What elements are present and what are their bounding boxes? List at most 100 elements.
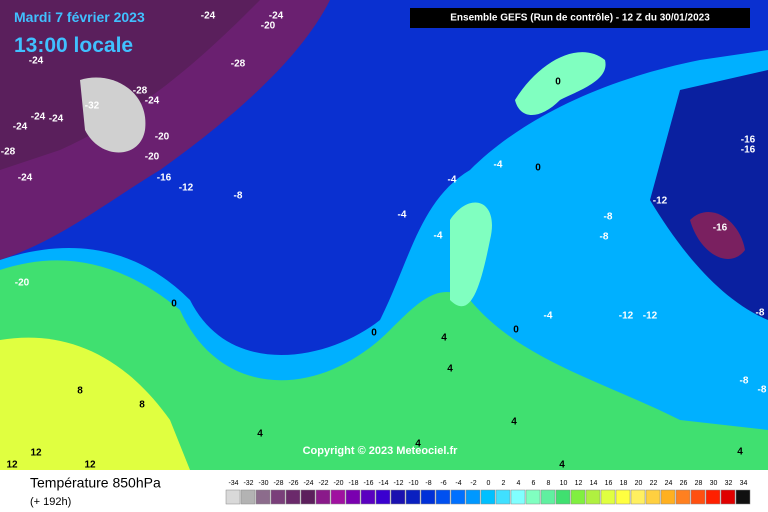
contour-label: -24 (145, 96, 160, 107)
contour-label: -28 (133, 86, 148, 97)
warm-core (0, 337, 190, 470)
legend-label: -20 (333, 480, 343, 487)
cold-region (650, 70, 768, 320)
contour-labels: -24 -24-20-28-24-28-24-32-24 -24-24-20-28-… (1, 11, 767, 471)
contour-label: -20 (15, 278, 30, 289)
legend-swatch (225, 489, 241, 505)
legend-label: -14 (378, 480, 388, 487)
contour-label: -32 (85, 101, 100, 112)
copyright: Copyright © 2023 Meteociel.fr (303, 445, 459, 457)
legend-swatch (345, 489, 361, 505)
legend-label: -32 (243, 480, 253, 487)
mild-core (450, 52, 606, 307)
cold-region (0, 0, 260, 170)
footer-title: Température 850hPa (30, 475, 161, 491)
legend-swatch (555, 489, 571, 505)
legend-swatch (720, 489, 736, 505)
legend-label: -8 (425, 480, 431, 487)
contour-label: 4 (447, 364, 453, 375)
contour-label: -24 (29, 56, 44, 67)
legend-swatch (660, 489, 676, 505)
legend-label: 16 (605, 480, 613, 487)
time: 13:00 locale (14, 34, 133, 57)
legend-label: -10 (408, 480, 418, 487)
legend-swatch (435, 489, 451, 505)
contour-label: -24 (201, 11, 216, 22)
legend-label: -16 (363, 480, 373, 487)
run-info: Ensemble GEFS (Run de contrôle) - 12 Z d… (450, 13, 710, 24)
legend-label: -30 (258, 480, 268, 487)
legend-swatch (315, 489, 331, 505)
legend-swatch (255, 489, 271, 505)
contour-label: -8 (756, 308, 765, 319)
contour-label: -4 (544, 311, 553, 322)
contour-label: -20 (261, 21, 276, 32)
legend-swatch (690, 489, 706, 505)
legend-swatch (480, 489, 496, 505)
contour-label: 4 (415, 439, 421, 450)
legend-label: 22 (650, 480, 658, 487)
contour-label: -24 (31, 112, 46, 123)
contour-label: 0 (535, 163, 541, 174)
warm-region (0, 260, 768, 470)
legend-label: -24 (303, 480, 313, 487)
legend-label: 24 (665, 480, 673, 487)
contour-label: -20 (145, 152, 160, 163)
contour-label: 12 (6, 460, 18, 471)
contour-label: -4 (448, 175, 457, 186)
legend-swatch (360, 489, 376, 505)
legend-label: -12 (393, 480, 403, 487)
legend-label: -4 (455, 480, 461, 487)
contour-label: 4 (257, 429, 263, 440)
footer: Température 850hPa (+ 192h) -34 -32 -30 -28… (30, 475, 751, 508)
contour-label: -24 (269, 11, 284, 22)
contour-label: -8 (600, 232, 609, 243)
legend-label: 0 (487, 480, 491, 487)
legend-swatch (390, 489, 406, 505)
legend-swatch (465, 489, 481, 505)
legend-swatch (600, 489, 616, 505)
legend-label: 6 (532, 480, 536, 487)
run-banner (410, 8, 750, 28)
legend-label: 8 (547, 480, 551, 487)
contour-label: -4 (398, 210, 407, 221)
contour-label: -8 (604, 212, 613, 223)
legend-label: 34 (740, 480, 748, 487)
contour-label: 4 (511, 417, 517, 428)
contour-label: -8 (740, 376, 749, 387)
legend-swatch (540, 489, 556, 505)
contour-label: -16 (157, 173, 172, 184)
legend-label: -34 (228, 480, 238, 487)
contour-label: -16 (741, 135, 756, 146)
legend-swatch (645, 489, 661, 505)
contour-label: -28 (1, 147, 16, 158)
contour-label: 4 (559, 460, 565, 471)
contour-label: 12 (30, 448, 42, 459)
contour-label: 4 (737, 447, 743, 458)
date: Mardi 7 février 2023 (14, 9, 145, 25)
legend-swatch (330, 489, 346, 505)
legend-label: 14 (590, 480, 598, 487)
contour-label: -28 (231, 59, 246, 70)
contour-label: -20 (155, 132, 170, 143)
legend-label: 4 (517, 480, 521, 487)
contour-label: -16 (741, 145, 756, 156)
contour-label: 0 (171, 299, 177, 310)
legend-label: -6 (440, 480, 446, 487)
contour-label: 8 (77, 386, 83, 397)
contour-label: -12 (653, 196, 668, 207)
legend-swatch (675, 489, 691, 505)
legend-label: 28 (695, 480, 703, 487)
legend-label: -26 (288, 480, 298, 487)
legend-swatch (495, 489, 511, 505)
legend-swatch (300, 489, 316, 505)
legend-swatch (705, 489, 721, 505)
legend-label: 10 (560, 480, 568, 487)
contour-label: 4 (441, 333, 447, 344)
footer-lead: (+ 192h) (30, 496, 71, 508)
legend-swatch (450, 489, 466, 505)
cold-core (690, 211, 745, 259)
contour-label: -16 (713, 223, 728, 234)
legend-swatch (270, 489, 286, 505)
